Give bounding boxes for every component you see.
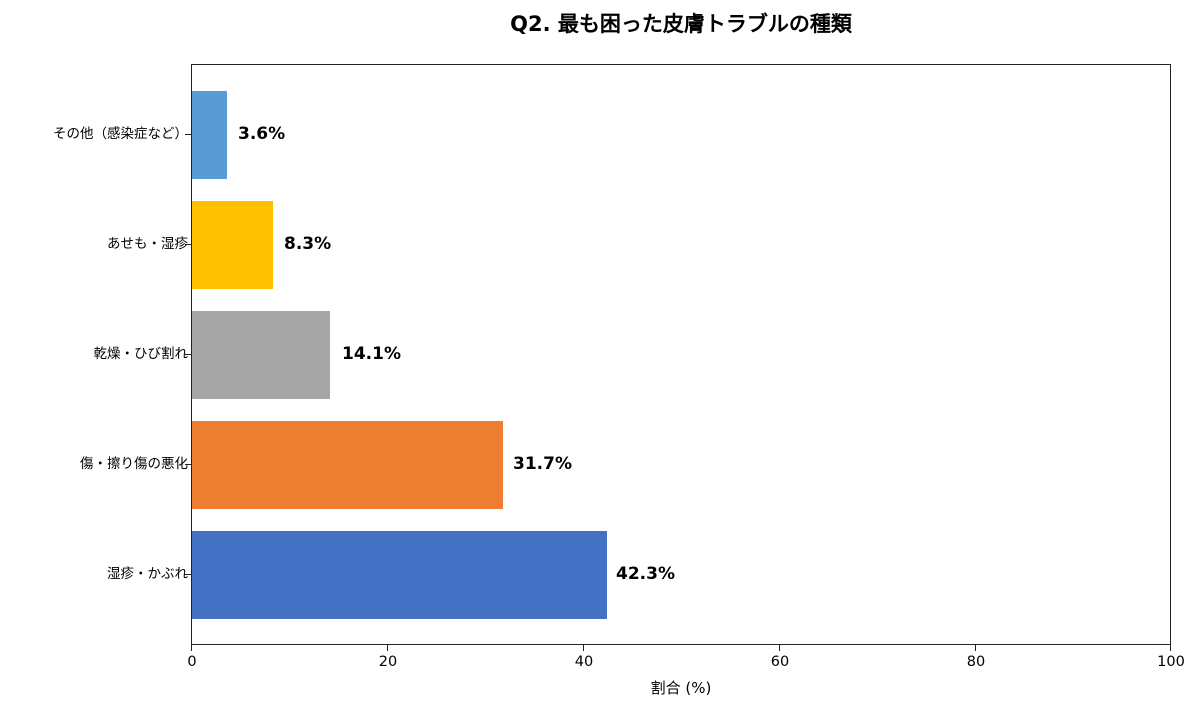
x-tick bbox=[1170, 645, 1172, 651]
x-tick bbox=[583, 645, 585, 651]
value-label-eczema-rash: 42.3% bbox=[616, 564, 675, 584]
bar-other bbox=[192, 91, 228, 179]
y-tick bbox=[185, 134, 191, 136]
bar-dryness bbox=[192, 311, 331, 399]
y-label-other: その他（感染症など） bbox=[53, 126, 188, 142]
y-tick bbox=[185, 354, 191, 356]
x-tick-label: 40 bbox=[574, 654, 594, 670]
y-label-wound-worsening: 傷・擦り傷の悪化 bbox=[80, 456, 188, 472]
x-tick bbox=[779, 645, 781, 651]
x-tick-label: 20 bbox=[378, 654, 398, 670]
y-label-dryness: 乾燥・ひび割れ bbox=[93, 346, 189, 362]
value-label-dryness: 14.1% bbox=[342, 344, 401, 364]
value-label-heat-rash: 8.3% bbox=[284, 234, 332, 254]
y-tick bbox=[185, 574, 191, 576]
chart-title: Q2. 最も困った皮膚トラブルの種類 bbox=[510, 12, 852, 36]
value-label-wound-worsening: 31.7% bbox=[513, 454, 572, 474]
y-label-eczema-rash: 湿疹・かぶれ bbox=[107, 566, 188, 582]
y-label-heat-rash: あせも・湿疹 bbox=[107, 236, 188, 252]
x-tick bbox=[975, 645, 977, 651]
bar-eczema-rash bbox=[192, 531, 607, 619]
x-tick bbox=[387, 645, 389, 651]
bar-wound-worsening bbox=[192, 421, 503, 509]
value-label-other: 3.6% bbox=[238, 124, 286, 144]
x-tick bbox=[191, 645, 193, 651]
plot-area bbox=[191, 64, 1171, 645]
y-tick bbox=[185, 464, 191, 466]
x-tick-label: 80 bbox=[966, 654, 986, 670]
bar-heat-rash bbox=[192, 201, 274, 289]
x-tick-label: 60 bbox=[770, 654, 790, 670]
y-tick bbox=[185, 244, 191, 246]
x-axis-title: 割合 (%) bbox=[650, 679, 712, 697]
x-tick-label: 100 bbox=[1157, 654, 1185, 670]
x-tick-label: 0 bbox=[187, 654, 197, 670]
